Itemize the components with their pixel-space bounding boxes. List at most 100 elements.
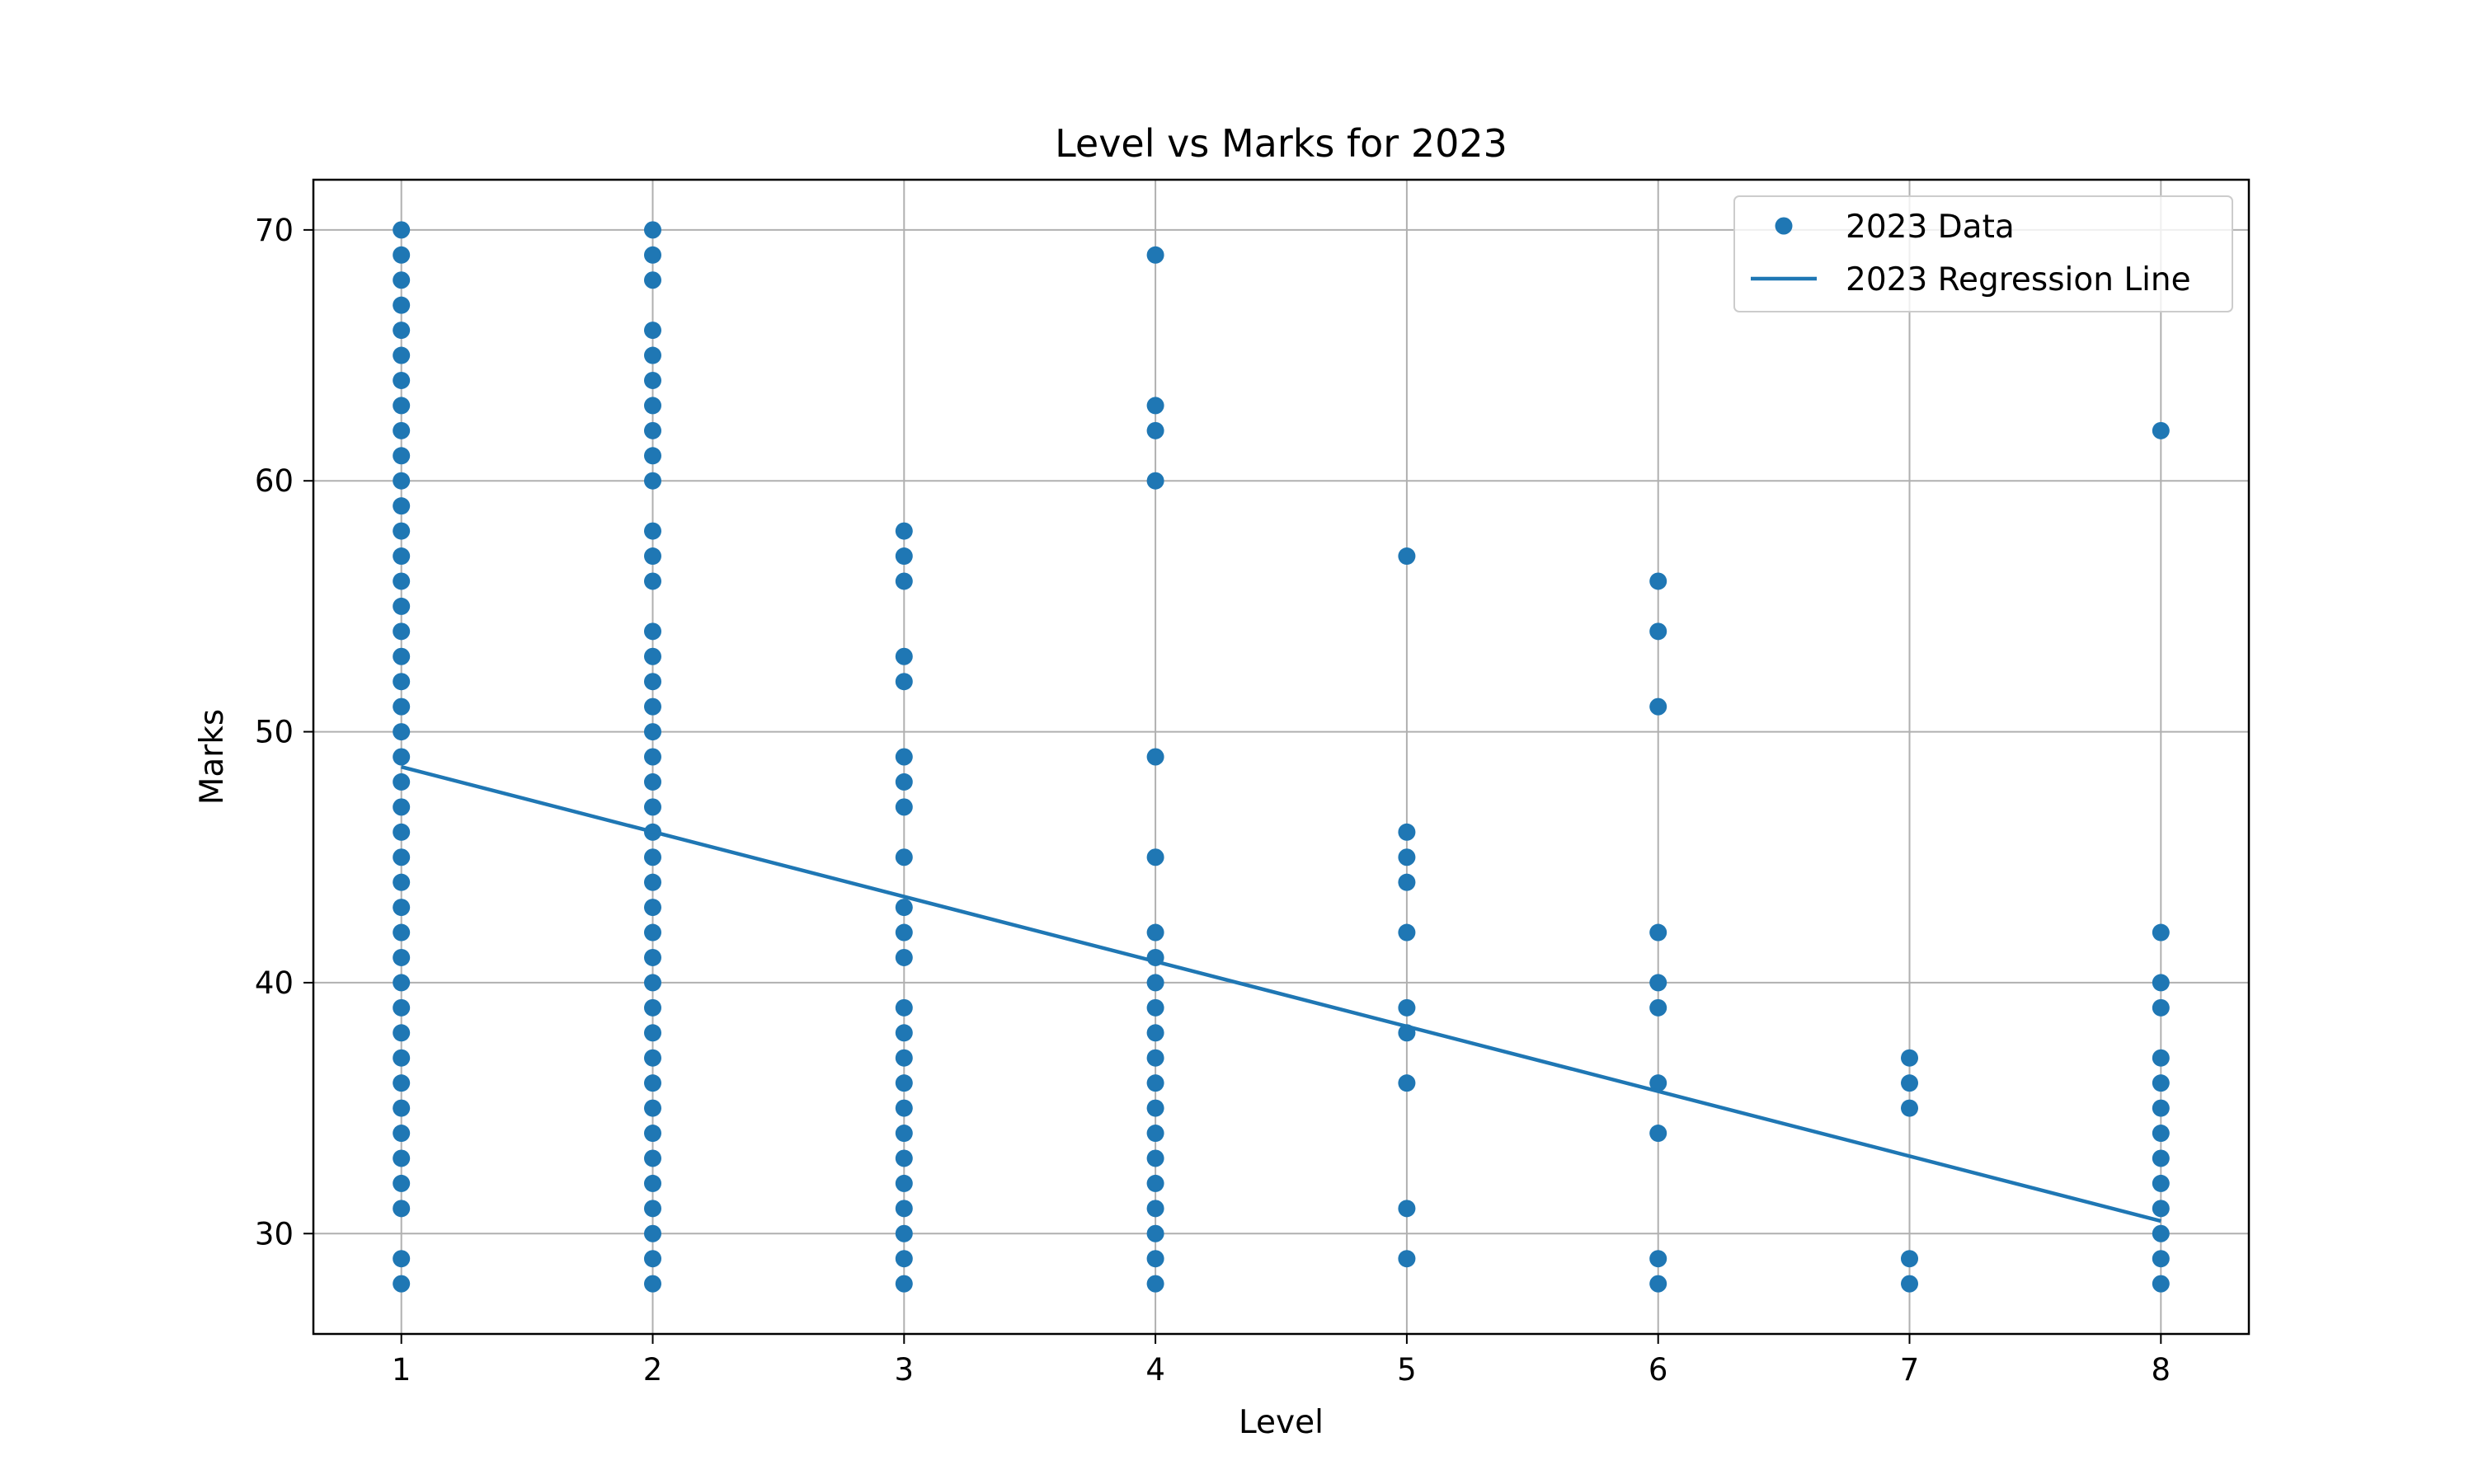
data-point <box>1146 1200 1164 1218</box>
legend-box <box>1733 195 2233 312</box>
data-point <box>1901 1250 1919 1268</box>
data-point <box>1398 998 1416 1017</box>
data-point <box>643 447 661 465</box>
data-point <box>643 547 661 566</box>
data-point <box>393 1049 411 1067</box>
plot-series <box>393 221 2170 1293</box>
data-point <box>393 899 411 917</box>
data-point <box>2152 1250 2170 1268</box>
data-point <box>643 1149 661 1167</box>
data-point <box>393 848 411 866</box>
data-point <box>2152 421 2170 439</box>
y-tick-label: 30 <box>255 1216 294 1252</box>
y-axis-label: Marks <box>194 709 231 805</box>
data-point <box>1901 1275 1919 1293</box>
data-point <box>2152 1224 2170 1242</box>
chart-title: Level vs Marks for 2023 <box>1055 121 1507 166</box>
data-point <box>1146 1224 1164 1242</box>
data-point <box>643 1074 661 1092</box>
data-point <box>393 597 411 615</box>
data-point <box>1146 1099 1164 1117</box>
data-point <box>643 873 661 891</box>
data-point <box>895 1149 913 1167</box>
data-point <box>895 547 913 566</box>
data-point <box>1146 246 1164 264</box>
x-tick-label: 1 <box>392 1352 412 1388</box>
data-point <box>895 1125 913 1143</box>
data-point <box>1649 1125 1667 1143</box>
x-tick-label: 3 <box>895 1352 915 1388</box>
data-point <box>895 923 913 942</box>
data-point <box>1649 1250 1667 1268</box>
data-point <box>393 697 411 716</box>
data-point <box>393 371 411 389</box>
data-point <box>643 1275 661 1293</box>
data-point <box>393 221 411 239</box>
data-point <box>393 1250 411 1268</box>
data-point <box>393 497 411 515</box>
data-point <box>393 271 411 289</box>
x-tick-label: 6 <box>1649 1352 1668 1388</box>
data-point <box>895 1074 913 1092</box>
data-point <box>895 848 913 866</box>
data-point <box>393 522 411 540</box>
data-point <box>393 246 411 264</box>
data-point <box>1146 1174 1164 1192</box>
data-point <box>393 723 411 741</box>
data-point <box>1398 1200 1416 1218</box>
data-point <box>643 1224 661 1242</box>
data-point <box>643 371 661 389</box>
y-tick-label: 60 <box>255 463 294 499</box>
data-point <box>643 472 661 490</box>
data-point <box>643 647 661 665</box>
data-point <box>393 1275 411 1293</box>
data-point <box>895 1224 913 1242</box>
data-point <box>643 1024 661 1042</box>
legend-label: 2023 Regression Line <box>1846 261 2191 298</box>
legend-label: 2023 Data <box>1846 209 2015 246</box>
data-point <box>1901 1049 1919 1067</box>
data-point <box>1398 873 1416 891</box>
data-point <box>2152 1200 2170 1218</box>
data-point <box>1146 1074 1164 1092</box>
data-point <box>393 346 411 364</box>
data-point <box>2152 1275 2170 1293</box>
data-point <box>643 1049 661 1067</box>
data-point <box>643 246 661 264</box>
data-point <box>895 998 913 1017</box>
x-tick-label: 8 <box>2152 1352 2171 1388</box>
data-point <box>393 673 411 691</box>
data-point <box>895 1024 913 1042</box>
x-tick-label: 4 <box>1145 1352 1165 1388</box>
data-point <box>895 1200 913 1218</box>
data-point <box>895 572 913 590</box>
data-point <box>895 647 913 665</box>
x-tick-label: 5 <box>1397 1352 1417 1388</box>
data-point <box>643 748 661 766</box>
data-point <box>1398 1074 1416 1092</box>
data-point <box>393 998 411 1017</box>
data-point <box>1146 974 1164 992</box>
data-point <box>2152 998 2170 1017</box>
data-point <box>895 1275 913 1293</box>
data-point <box>1901 1074 1919 1092</box>
data-point <box>643 1099 661 1117</box>
data-point <box>393 1074 411 1092</box>
data-point <box>643 1250 661 1268</box>
data-point <box>1146 1125 1164 1143</box>
data-point <box>895 522 913 540</box>
data-point <box>895 748 913 766</box>
legend: 2023 Data 2023 Regression Line <box>1733 195 2233 312</box>
data-point <box>393 1149 411 1167</box>
data-point <box>643 998 661 1017</box>
data-point <box>393 773 411 791</box>
data-point <box>1146 748 1164 766</box>
data-point <box>1649 622 1667 641</box>
data-point <box>895 1099 913 1117</box>
data-point <box>1649 923 1667 942</box>
data-point <box>393 322 411 340</box>
data-point <box>1146 848 1164 866</box>
data-point <box>393 447 411 465</box>
data-point <box>643 899 661 917</box>
data-point <box>1398 923 1416 942</box>
